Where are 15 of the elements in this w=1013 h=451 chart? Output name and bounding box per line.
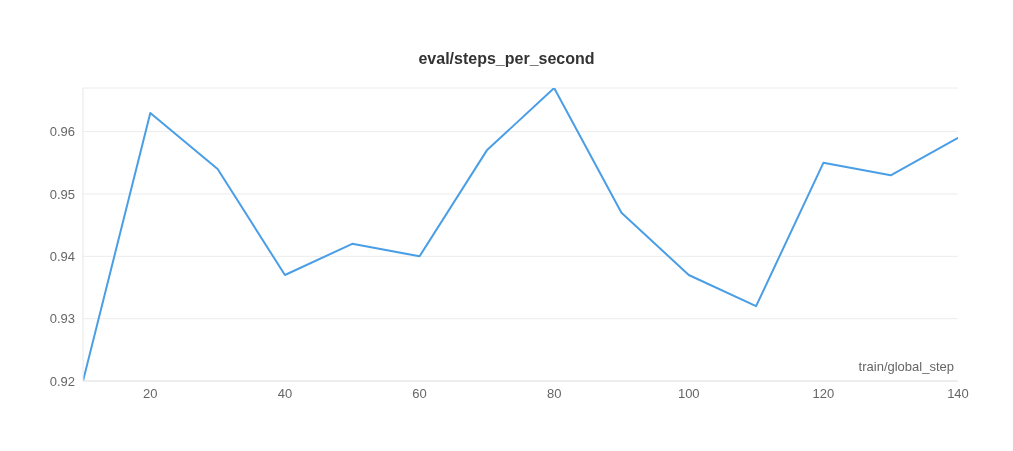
- x-tick-label: 40: [277, 386, 293, 402]
- x-tick-label: 60: [412, 386, 427, 402]
- chart-title: eval/steps_per_second: [417, 49, 596, 69]
- y-tick-label: 0.92: [49, 373, 75, 389]
- x-tick-label: 100: [677, 386, 700, 402]
- x-tick-label: 20: [143, 386, 158, 402]
- x-tick-label: 80: [546, 386, 562, 402]
- x-axis-title: train/global_step: [858, 359, 954, 374]
- y-tick-label: 0.94: [49, 248, 75, 264]
- x-tick-label: 140: [947, 386, 969, 402]
- line-series: [83, 88, 958, 381]
- x-tick-label: 120: [812, 386, 835, 402]
- y-tick-label: 0.95: [49, 186, 75, 202]
- y-tick-label: 0.96: [49, 124, 75, 140]
- y-tick-label: 0.93: [49, 311, 75, 327]
